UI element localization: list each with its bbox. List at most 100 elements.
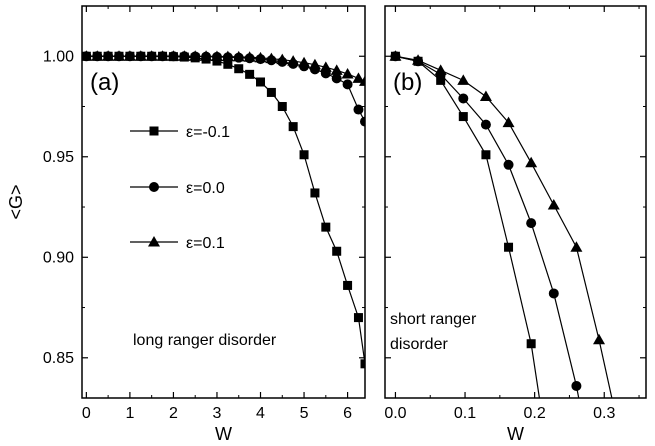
panel-b-data-point	[526, 339, 536, 349]
panel-a-data-point	[123, 50, 136, 61]
panel-a-data-point	[321, 222, 331, 232]
panel-a-y-tick-label: 0.85	[43, 350, 74, 367]
panel-b-x-tick-label: 0.3	[593, 405, 615, 422]
legend-label: ε=0.0	[186, 180, 225, 197]
panel-a-data-point	[254, 51, 267, 63]
panel-a-data-point	[277, 102, 287, 112]
panel-b-data-point	[571, 380, 582, 391]
legend-marker	[149, 182, 159, 192]
panel-a-y-tick-label: 0.90	[43, 249, 74, 266]
panel-a-x-tick-label: 5	[300, 405, 309, 422]
panel-a-data-point	[134, 50, 147, 61]
panel-b-data-point	[480, 119, 491, 130]
panel-a-series-line	[86, 55, 365, 364]
panel-a-data-point	[243, 51, 256, 62]
panel-a-data-point	[359, 75, 365, 86]
panel-b-data-point	[434, 64, 447, 75]
panel-b-data-point	[412, 54, 425, 65]
panel-a-annotation: long ranger disorder	[133, 332, 277, 349]
panel-a-data-point	[360, 359, 365, 369]
panel-a-data-point	[353, 104, 364, 115]
panel-a-data-point	[167, 50, 180, 61]
panel-b-data-point	[570, 241, 583, 252]
panel-b-data-point	[593, 333, 606, 345]
panel-a-x-tick-label: 6	[343, 405, 352, 422]
panel-a-data-point	[331, 73, 342, 84]
panel-a-x-tick-label: 0	[82, 405, 91, 422]
panel-a-data-point	[352, 72, 365, 83]
legend-entry-square	[130, 126, 178, 136]
panel-a-data-point	[319, 61, 332, 72]
panel-a-data-point	[178, 50, 191, 61]
legend-entry-triangle	[130, 236, 178, 247]
panel-a-data-point	[232, 50, 245, 62]
panel-a-data-point	[353, 313, 363, 323]
panel-a-y-axis-title: <G>	[6, 184, 26, 219]
panel-a-data-point	[234, 64, 244, 74]
panel-a-x-tick-label: 4	[256, 405, 265, 422]
panel-b-series-line	[395, 55, 541, 398]
panel-a-data-point	[266, 87, 276, 97]
panel-a-data-point	[288, 122, 298, 132]
panel-a-data-point	[308, 58, 321, 70]
panel-a-data-point	[310, 188, 320, 198]
panel-a-data-point	[210, 50, 223, 61]
panel-b-data-point	[502, 116, 515, 128]
panel-b-data-point	[548, 288, 559, 299]
panel-a-data-point	[256, 77, 266, 87]
panel-a-data-point	[223, 59, 233, 69]
panel-a-y-tick-label: 0.95	[43, 149, 74, 166]
panel-b-data-point	[458, 112, 468, 122]
panel-b-x-tick-label: 0.1	[454, 405, 476, 422]
panel-a-data-point	[341, 67, 354, 79]
panel-a-data-point	[330, 64, 343, 75]
panel-a-data-point	[245, 69, 255, 79]
legend-label: ε=0.1	[186, 235, 225, 252]
panel-a-data-point	[113, 50, 126, 61]
panel-b-data-point	[479, 90, 492, 101]
panel-b-data-point	[458, 93, 469, 104]
panel-b-data-point	[526, 218, 537, 229]
panel-b-x-tick-label: 0.2	[524, 405, 546, 422]
panel-a-data-point	[276, 53, 289, 65]
panel-a-data-point	[299, 150, 309, 160]
legend-marker	[149, 126, 159, 136]
panel-b-frame	[384, 5, 647, 399]
panel-b-data-point	[504, 242, 514, 252]
panel-a-data-point	[343, 280, 353, 290]
panel-b-series-line	[395, 55, 580, 398]
panel-a-data-point	[91, 50, 104, 61]
panel-b-x-tick-label: 0.0	[384, 405, 406, 422]
panel-a-x-tick-label: 2	[169, 405, 178, 422]
panel-b-data-point	[525, 156, 538, 168]
panel-a-data-point	[82, 50, 93, 61]
panel-b-series-square	[390, 51, 541, 398]
panel-a-data-point	[221, 50, 234, 62]
panel-a-data-point	[145, 50, 158, 61]
panel-a-data-point	[332, 246, 342, 256]
legend-marker	[148, 236, 160, 247]
panel-b-annotation-line: short ranger	[390, 311, 477, 328]
panel-b-annotation-line: disorder	[390, 336, 448, 353]
panel-b-data-point	[481, 150, 491, 160]
panel-b-series-circle	[390, 51, 582, 398]
panel-a-x-axis-title: W	[215, 424, 232, 444]
panel-a-data-point	[298, 56, 311, 68]
panel-a-data-point	[200, 50, 213, 61]
panel-a-y-tick-label: 1.00	[43, 48, 74, 65]
panel-a-data-point	[360, 116, 365, 127]
panel-b-series-triangle	[389, 50, 613, 398]
panel-a-data-point	[287, 55, 300, 66]
panel-b-data-point	[389, 50, 402, 61]
panel-a-data-point	[342, 79, 353, 90]
panel-b-label: (b)	[393, 69, 422, 96]
panel-a-data-point	[189, 50, 202, 61]
legend-label: ε=-0.1	[186, 124, 230, 141]
panel-a-series-square	[82, 51, 365, 369]
panel-a-data-point	[102, 50, 115, 61]
panel-b-data-point	[503, 159, 514, 170]
panel-b-data-point	[547, 199, 560, 210]
panel-a-series-triangle	[82, 50, 365, 86]
panel-a-data-point	[156, 50, 169, 61]
